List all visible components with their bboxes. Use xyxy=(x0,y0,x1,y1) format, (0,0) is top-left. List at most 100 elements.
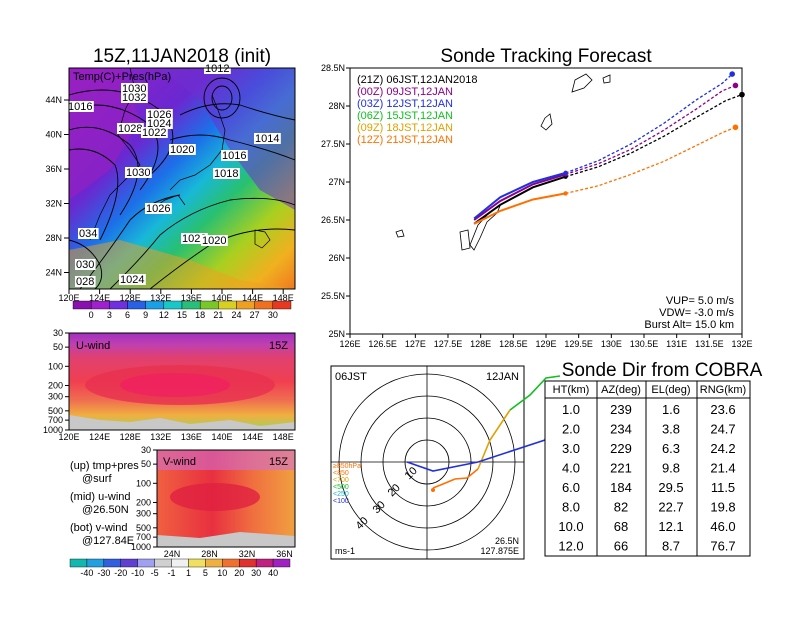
lat-tick-label: 24N xyxy=(164,549,181,559)
colorbar-tick-label: 6 xyxy=(125,310,130,320)
isobar-label-bg xyxy=(254,133,281,144)
isobar-label-bg xyxy=(145,203,172,214)
lon-tick-label: 132E xyxy=(150,432,171,442)
polar-unit: ms-1 xyxy=(335,546,355,556)
note-line: @26.50N xyxy=(82,504,129,516)
table-cell: 24.2 xyxy=(710,441,735,456)
lat-tick-label: 32N xyxy=(45,199,62,209)
isobar-label: 1022 xyxy=(142,127,166,139)
colorbar-swatch xyxy=(72,300,92,310)
isobar-label: 1028 xyxy=(118,123,142,135)
lon-tick-label: 120E xyxy=(58,293,79,303)
table-cell: 22.7 xyxy=(658,500,683,515)
x-tick-label: 126E xyxy=(339,339,360,349)
u-wind-panel: U-wind 15Z xyxy=(68,332,296,431)
colorbar-tick-label: 12 xyxy=(159,310,169,320)
colorbar-tick-label: 30 xyxy=(251,568,261,578)
table-cell: 82 xyxy=(614,500,628,515)
isobar-label: 1018 xyxy=(214,168,238,180)
isobar-label-bg xyxy=(169,144,196,155)
isobar-label: 1026 xyxy=(146,203,170,215)
level-key-item: <250 xyxy=(333,491,349,498)
param-vup: VUP= 5.0 m/s xyxy=(666,295,735,307)
colorbar-swatch xyxy=(154,558,172,568)
colorbar-tick-label: 5 xyxy=(203,568,208,578)
map-lon-ticks: 120E 124E 128E 132E 136E 140E 144E 148E xyxy=(58,289,294,303)
colorbar-tick-label: -1 xyxy=(168,568,176,578)
table-cell: 1.0 xyxy=(562,402,580,417)
colorbar-swatch xyxy=(127,300,146,310)
legend-entry: (12Z) 21JST,12JAN xyxy=(357,134,453,146)
isobar-label-bg xyxy=(221,150,248,161)
table-cell: 19.8 xyxy=(710,500,735,515)
colorbar-swatch xyxy=(272,558,291,568)
polar-rings xyxy=(331,366,524,559)
x-tick-label: 130E xyxy=(601,339,622,349)
isobar-label-bg xyxy=(78,228,99,239)
colorbar-tick-label: 15 xyxy=(177,310,187,320)
lat-tick-label: 24N xyxy=(45,268,62,278)
isobar-label-bg xyxy=(146,118,173,129)
pressure-tick-label: 50 xyxy=(53,342,63,352)
u-wind-lon-ticks: 120E 124E 128E 132E 136E 140E 144E 148E xyxy=(58,432,293,442)
hodo-start xyxy=(431,488,435,492)
level-key-item: <100 xyxy=(333,498,349,505)
x-tick-label: 131.5E xyxy=(695,339,724,349)
x-tick-label: 127.5E xyxy=(434,339,463,349)
colorbar-tick-label: 10 xyxy=(217,568,227,578)
lon-tick-label: 136E xyxy=(181,432,202,442)
track-line-dashed xyxy=(565,93,743,178)
table-cell: 46.0 xyxy=(710,519,735,534)
colorbar-swatch xyxy=(137,558,155,568)
param-burst-alt: Burst Alt= 15.0 km xyxy=(644,319,734,331)
pressure-tick-label: 500 xyxy=(48,406,63,416)
table-cell: 29.5 xyxy=(658,480,683,495)
y-tick-label: 26N xyxy=(328,253,345,263)
lon-tick-label: 140E xyxy=(211,432,232,442)
colorbar-swatch xyxy=(188,558,206,568)
isobar-label-bg xyxy=(121,92,148,103)
isobar-label: 028 xyxy=(76,276,94,288)
table-cell: 8.0 xyxy=(562,500,580,515)
y-tick-label: 28.5N xyxy=(321,63,345,73)
pressure-tick-label: 700 xyxy=(136,532,151,542)
pressure-tick-label: 30 xyxy=(53,328,63,338)
isobar-label-bg xyxy=(117,123,144,134)
pressure-tick-label: 200 xyxy=(48,380,63,390)
table-cell: 4.0 xyxy=(562,461,580,476)
y-tick-label: 27N xyxy=(328,177,345,187)
y-tick-label: 26.5N xyxy=(321,215,345,225)
lon-tick-label: 148E xyxy=(273,293,294,303)
note-line: @127.84E xyxy=(82,535,134,547)
track-legend: (21Z) 06JST,12JAN2018(00Z) 09JST,12JAN(0… xyxy=(357,74,477,146)
x-tick-label: 127E xyxy=(405,339,426,349)
table-cell: 234 xyxy=(610,422,632,437)
lon-tick-label: 124E xyxy=(89,293,110,303)
table-cell: 184 xyxy=(610,480,632,495)
isobar-label: 030 xyxy=(76,259,94,271)
colorbar-swatch xyxy=(171,558,189,568)
polar-lon: 127.875E xyxy=(480,546,519,556)
colorbar-swatch xyxy=(254,300,274,310)
polar-lat: 26.5N xyxy=(495,536,519,546)
isobar-label-bg xyxy=(213,168,240,179)
table-cell: 9.8 xyxy=(662,461,680,476)
v-wind-core xyxy=(170,483,260,511)
legend-entry: (03Z) 12JST,12JAN xyxy=(357,98,453,110)
colorbar-swatch xyxy=(145,300,165,310)
table-header-cell: RNG(km) xyxy=(700,384,746,396)
table-cell: 6.3 xyxy=(662,441,680,456)
colorbar-swatch xyxy=(120,558,138,568)
track-line-dashed xyxy=(565,84,736,176)
lon-tick-label: 132E xyxy=(150,293,171,303)
lon-tick-label: 136E xyxy=(181,293,202,303)
pressure-tick-label: 700 xyxy=(48,415,63,425)
legend-entry: (21Z) 06JST,12JAN2018 xyxy=(357,74,477,86)
lon-tick-label: 128E xyxy=(120,432,141,442)
track-line-dashed xyxy=(565,73,733,174)
level-key: ≥850hPa <850 <700 <500 <250 <100 xyxy=(333,463,361,505)
colorbar-swatch xyxy=(218,300,237,310)
legend-entry: (09Z) 18JST,12JAN xyxy=(357,122,453,134)
hodo-lower xyxy=(432,478,456,489)
colorbar-tick-label: -40 xyxy=(80,568,93,578)
